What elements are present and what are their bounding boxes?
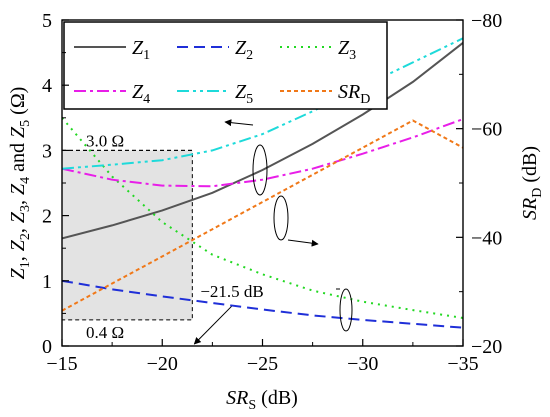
legend-label-z4: Z4​ <box>132 81 150 107</box>
upper-threshold-label: 3.0 Ω <box>86 131 124 150</box>
legend-label-z2: Z2​ <box>235 37 253 63</box>
x-tick-label: −35 <box>447 353 478 375</box>
y-left-tick-label: 3 <box>42 140 52 162</box>
srd-right-arrow <box>287 239 319 247</box>
y-left-tick-label: 5 <box>42 10 52 32</box>
legend-label-srd: SRD​ <box>338 81 370 107</box>
y-axis-left-label: Z1​, Z2​, Z3​, Z4​ and Z5​ (Ω) <box>7 87 33 280</box>
series-line-z3 <box>62 117 463 319</box>
legend-label-z1: Z1​ <box>132 37 150 63</box>
series-line-srd <box>62 119 463 312</box>
legend: Z1​ Z2​ Z3​ Z4​ Z5​ SRD​ <box>63 21 388 110</box>
y-right-tick-label: −40 <box>471 227 502 249</box>
y-left-tick-label: 0 <box>42 336 52 358</box>
series-line-z4 <box>62 118 463 188</box>
x-tick-label: −20 <box>147 353 178 375</box>
y-right-tick-label: −60 <box>471 119 502 141</box>
marker-label: −21.5 dB <box>200 282 263 301</box>
legend-frame <box>63 21 388 110</box>
y-left-tick-label: 2 <box>42 206 52 228</box>
y-axis-left: 0 1 2 3 4 5 <box>42 10 69 358</box>
series-layer <box>62 37 463 329</box>
lower-threshold-label: 0.4 Ω <box>86 323 124 342</box>
y-right-tick-label: −80 <box>471 10 502 32</box>
y-right-tick-label: −20 <box>471 336 502 358</box>
marker-arrow <box>193 305 233 345</box>
series-line-z5 <box>62 37 463 170</box>
axis-indicators <box>224 119 353 332</box>
x-tick-label: −15 <box>46 353 77 375</box>
y-left-tick-label: 1 <box>42 271 52 293</box>
x-tick-label: −30 <box>347 353 378 375</box>
z2-indicator-ellipse <box>339 288 353 332</box>
x-tick-label: −25 <box>247 353 278 375</box>
z-group-indicator-ellipse <box>252 144 268 196</box>
series-line-z1 <box>62 42 463 240</box>
y-axis-right: −20 −40 −60 −80 <box>456 10 502 358</box>
highlight-box <box>61 149 193 321</box>
x-axis: −15 −20 −25 −30 −35 <box>46 339 479 375</box>
legend-label-z5: Z5​ <box>235 81 253 107</box>
highlight-group: 3.0 Ω 0.4 Ω −21.5 dB <box>61 131 264 345</box>
y-left-tick-label: 4 <box>42 75 52 97</box>
x-axis-label: SRS​ (dB) <box>226 387 298 413</box>
srd-indicator-ellipse <box>273 195 289 241</box>
z-group-left-arrow <box>224 119 254 127</box>
y-axis-right-label: SRD​ (dB) <box>519 146 545 220</box>
legend-label-z3: Z3​ <box>338 37 356 63</box>
